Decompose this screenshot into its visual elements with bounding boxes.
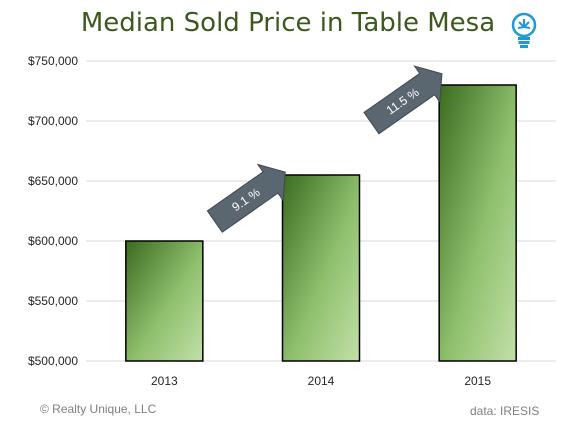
y-tick-label: $700,000: [28, 114, 78, 128]
growth-arrow: 11.5 %: [363, 65, 443, 135]
bar-2014: [281, 174, 361, 362]
y-tick-label: $650,000: [28, 174, 78, 188]
bar-2015: [438, 84, 517, 362]
lightbulb-icon: [510, 12, 538, 55]
y-tick-label: $550,000: [28, 294, 78, 308]
copyright-text: © Realty Unique, LLC: [40, 402, 157, 416]
y-tick-label: $750,000: [28, 54, 78, 68]
bar-2013: [125, 240, 204, 362]
x-tick-label: 2015: [464, 374, 491, 388]
data-source-text: data: IRESIS: [470, 404, 540, 418]
y-tick-label: $600,000: [28, 234, 78, 248]
arrow-shape: [206, 163, 286, 233]
chart-title: Median Sold Price in Table Mesa: [80, 8, 496, 38]
x-tick-label: 2014: [308, 374, 335, 388]
arrow-shape: [363, 65, 443, 135]
y-tick-label: $500,000: [28, 354, 78, 368]
x-tick-label: 2013: [151, 374, 178, 388]
